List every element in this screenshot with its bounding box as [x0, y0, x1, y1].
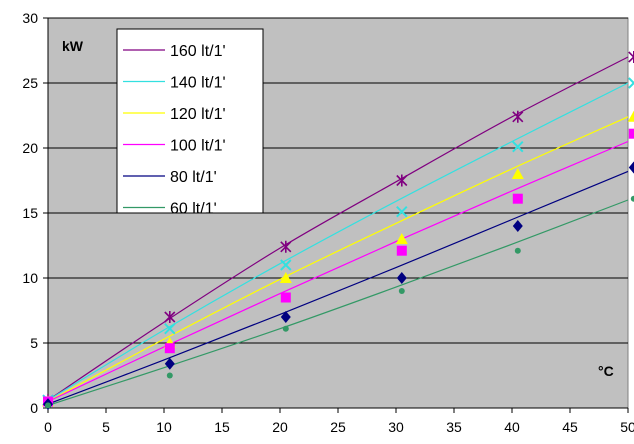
x-tick-label: 10	[156, 419, 172, 435]
data-point	[164, 357, 175, 370]
data-point	[512, 220, 523, 232]
legend-entry: 160 lt/1'	[170, 43, 226, 60]
data-point	[396, 205, 408, 218]
series-line	[47, 116, 629, 403]
series-line	[47, 82, 629, 401]
y-tick-label: 20	[22, 140, 38, 156]
data-point	[279, 272, 292, 283]
data-point	[396, 245, 407, 256]
data-point	[280, 292, 291, 303]
x-axis-label: °C	[598, 363, 614, 379]
series-curves	[47, 56, 629, 406]
series-line	[47, 56, 629, 401]
legend-entry: 80 lt/1'	[170, 169, 217, 186]
data-point	[280, 311, 291, 323]
x-tick-label: 15	[214, 419, 230, 435]
legend-entry: 120 lt/1'	[170, 106, 226, 123]
data-point	[514, 247, 521, 254]
x-tick-label: 35	[446, 419, 462, 435]
x-tick-label: 0	[44, 419, 52, 435]
y-ticks: 0 5 10 15 20 25 30	[22, 10, 48, 416]
data-point	[166, 372, 173, 379]
data-point	[398, 288, 405, 294]
x-tick-label: 20	[272, 419, 288, 435]
legend: 160 lt/1' 140 lt/1' 120 lt/1' 100 lt/1' 80 l…	[116, 28, 264, 218]
legend-box	[116, 28, 264, 214]
y-tick-label: 25	[22, 75, 38, 91]
data-point	[511, 168, 524, 179]
y-tick-label: 10	[22, 270, 38, 286]
series-line	[47, 170, 629, 405]
legend-entry: 140 lt/1'	[170, 75, 226, 92]
x-tick-label: 30	[388, 419, 404, 435]
data-point	[628, 77, 634, 89]
series-line	[47, 199, 629, 406]
data-point	[396, 272, 407, 284]
data-point	[45, 402, 51, 409]
data-point	[396, 174, 408, 187]
x-tick-label: 40	[504, 419, 520, 435]
y-tick-label: 30	[22, 10, 38, 26]
data-point	[280, 259, 292, 271]
data-point	[630, 195, 634, 202]
legend-entry: 100 lt/1'	[170, 138, 226, 155]
data-point	[628, 51, 634, 63]
data-point	[628, 128, 634, 139]
y-axis-label: kW	[62, 38, 84, 54]
data-point	[627, 110, 634, 122]
series-markers	[42, 51, 634, 411]
data-point	[280, 240, 292, 253]
data-point	[395, 233, 408, 244]
series-line	[47, 140, 629, 403]
x-tick-label: 5	[102, 419, 110, 435]
data-point	[628, 161, 634, 174]
data-point	[512, 140, 524, 153]
y-tick-label: 15	[22, 205, 38, 221]
y-tick-label: 5	[30, 335, 38, 351]
x-ticks: 0 5 10 15 20 25 30 35 40 45 50	[44, 408, 634, 435]
legend-entry: 60 lt/1'	[170, 201, 217, 218]
data-point	[512, 193, 523, 204]
x-tick-label: 25	[330, 419, 346, 435]
y-tick-label: 0	[30, 400, 38, 416]
data-point	[164, 311, 176, 323]
data-point	[164, 322, 176, 335]
data-point	[164, 343, 175, 354]
x-tick-label: 45	[562, 419, 578, 435]
data-point	[512, 110, 524, 123]
data-point	[282, 325, 289, 332]
x-tick-label: 50	[620, 419, 634, 435]
